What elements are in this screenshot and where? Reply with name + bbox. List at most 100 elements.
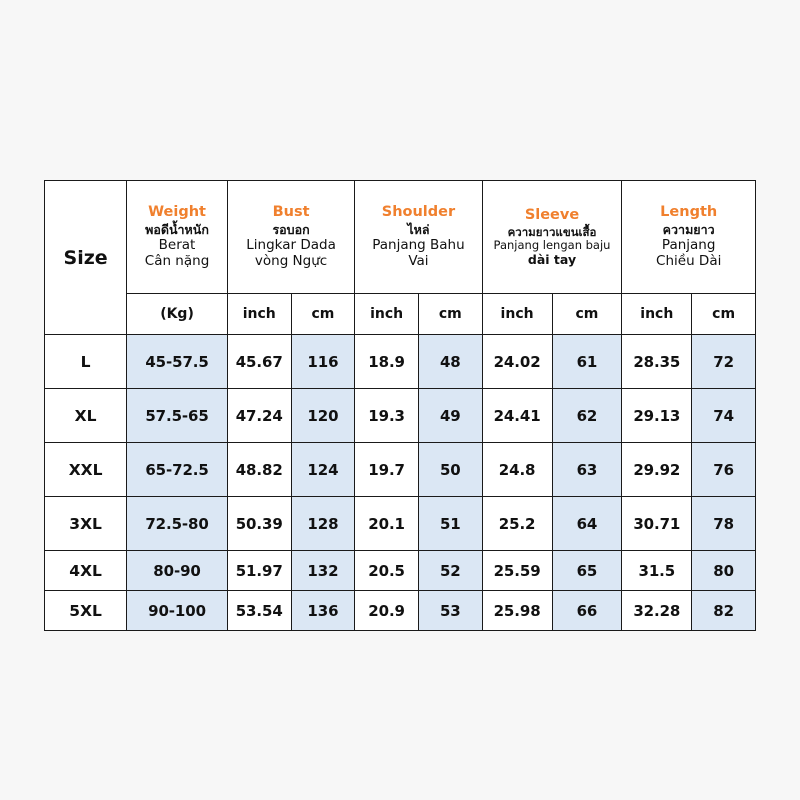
table-row: XL 57.5-65 47.24 120 19.3 49 24.41 62 29.13 74 [43, 388, 756, 443]
header-group-sleeve: Sleeve ความยาวแขนเสื้อ Panjang lengan ba… [481, 180, 623, 294]
cell-sleeve-cm: 66 [551, 590, 623, 631]
cell-bust-cm: 128 [290, 496, 356, 551]
header-weight-th: พอดีน้ำหนัก [145, 222, 209, 238]
cell-size: XL [43, 388, 128, 443]
unit-length-cm: cm [691, 293, 756, 335]
cell-length-inch: 31.5 [621, 550, 693, 591]
cell-weight-kg: 57.5-65 [126, 388, 228, 443]
cell-sleeve-inch: 24.41 [481, 388, 553, 443]
cell-size: 3XL [43, 496, 128, 551]
header-bust-en: Bust [272, 204, 310, 221]
header-sleeve-id: Panjang lengan baju [493, 238, 611, 253]
cell-shoulder-cm: 50 [417, 442, 483, 497]
cell-length-cm: 74 [691, 388, 756, 443]
cell-bust-inch: 45.67 [226, 334, 292, 389]
cell-length-inch: 32.28 [621, 590, 693, 631]
table-row: 4XL 80-90 51.97 132 20.5 52 25.59 65 31.5 80 [43, 550, 756, 591]
unit-sleeve-inch: inch [481, 293, 553, 335]
cell-sleeve-inch: 25.98 [481, 590, 553, 631]
cell-shoulder-inch: 20.5 [354, 550, 419, 591]
cell-size: XXL [43, 442, 128, 497]
cell-shoulder-inch: 20.9 [354, 590, 419, 631]
cell-sleeve-cm: 61 [551, 334, 623, 389]
cell-shoulder-inch: 20.1 [354, 496, 419, 551]
cell-shoulder-inch: 19.7 [354, 442, 419, 497]
header-weight-vi: Cân nặng [144, 252, 210, 269]
cell-bust-cm: 132 [290, 550, 356, 591]
cell-size: 4XL [43, 550, 128, 591]
header-weight-id: Berat [158, 237, 196, 253]
cell-weight-kg: 45-57.5 [126, 334, 228, 389]
header-length-th: ความยาว [662, 222, 715, 238]
cell-weight-kg: 90-100 [126, 590, 228, 631]
cell-length-inch: 30.71 [621, 496, 693, 551]
cell-bust-inch: 48.82 [226, 442, 292, 497]
cell-shoulder-cm: 48 [417, 334, 483, 389]
cell-sleeve-cm: 65 [551, 550, 623, 591]
size-chart-body: L 45-57.5 45.67 116 18.9 48 24.02 61 28.35 72 XL 57… [43, 334, 756, 631]
cell-sleeve-inch: 24.8 [481, 442, 553, 497]
cell-shoulder-cm: 53 [417, 590, 483, 631]
cell-length-cm: 76 [691, 442, 756, 497]
cell-sleeve-cm: 64 [551, 496, 623, 551]
header-bust-vi: vòng Ngực [254, 252, 328, 269]
cell-bust-cm: 120 [290, 388, 356, 443]
cell-size: 5XL [43, 590, 128, 631]
header-sleeve-en: Sleeve [524, 206, 580, 223]
header-sleeve-th: ความยาวแขนเสื้อ [507, 224, 597, 239]
size-chart-table: Size Weight พอดีน้ำหนัก Berat Cân nặng B… [43, 180, 756, 631]
cell-shoulder-cm: 52 [417, 550, 483, 591]
table-row: XXL 65-72.5 48.82 124 19.7 50 24.8 63 29.92 76 [43, 442, 756, 497]
table-row: 3XL 72.5-80 50.39 128 20.1 51 25.2 64 30.71 78 [43, 496, 756, 551]
header-length-en: Length [660, 204, 718, 221]
header-weight-en: Weight [148, 204, 206, 221]
unit-bust-inch: inch [226, 293, 292, 335]
size-chart-container: Size Weight พอดีน้ำหนัก Berat Cân nặng B… [43, 180, 756, 631]
cell-sleeve-inch: 25.59 [481, 550, 553, 591]
cell-shoulder-inch: 19.3 [354, 388, 419, 443]
cell-length-inch: 29.92 [621, 442, 693, 497]
cell-length-cm: 82 [691, 590, 756, 631]
header-bust-id: Lingkar Dada [246, 237, 336, 253]
header-length-id: Panjang [661, 237, 716, 253]
cell-shoulder-cm: 51 [417, 496, 483, 551]
cell-bust-inch: 47.24 [226, 388, 292, 443]
table-row: 5XL 90-100 53.54 136 20.9 53 25.98 66 32.28 82 [43, 590, 756, 631]
header-sleeve-vi: dài tay [527, 251, 577, 267]
unit-length-inch: inch [621, 293, 693, 335]
header-unit-row: (Kg) inch cm inch cm inch cm inch cm [45, 293, 756, 335]
cell-shoulder-cm: 49 [417, 388, 483, 443]
cell-length-inch: 28.35 [621, 334, 693, 389]
header-shoulder-th: ไหล่ [407, 222, 430, 238]
unit-shoulder-inch: inch [354, 293, 419, 335]
unit-shoulder-cm: cm [417, 293, 483, 335]
unit-weight-kg: (Kg) [126, 293, 228, 335]
header-size-cell: Size [43, 180, 128, 335]
cell-length-cm: 80 [691, 550, 756, 591]
cell-sleeve-inch: 24.02 [481, 334, 553, 389]
cell-sleeve-inch: 25.2 [481, 496, 553, 551]
header-group-row: Size Weight พอดีน้ำหนัก Berat Cân nặng B… [43, 180, 756, 335]
unit-sleeve-cm: cm [551, 293, 623, 335]
header-length-vi: Chiều Dài [656, 252, 722, 269]
unit-bust-cm: cm [290, 293, 356, 335]
cell-length-cm: 78 [691, 496, 756, 551]
header-group-shoulder: Shoulder ไหล่ Panjang Bahu Vai [354, 180, 483, 294]
cell-weight-kg: 65-72.5 [126, 442, 228, 497]
cell-bust-cm: 116 [290, 334, 356, 389]
header-shoulder-en: Shoulder [381, 204, 456, 221]
cell-length-cm: 72 [691, 334, 756, 389]
header-group-bust: Bust รอบอก Lingkar Dada vòng Ngực [226, 180, 356, 294]
cell-size: L [43, 334, 128, 389]
cell-bust-cm: 124 [290, 442, 356, 497]
cell-weight-kg: 80-90 [126, 550, 228, 591]
cell-sleeve-cm: 62 [551, 388, 623, 443]
header-group-weight: Weight พอดีน้ำหนัก Berat Cân nặng [126, 180, 228, 294]
cell-shoulder-inch: 18.9 [354, 334, 419, 389]
cell-bust-inch: 51.97 [226, 550, 292, 591]
cell-bust-cm: 136 [290, 590, 356, 631]
header-group-length: Length ความยาว Panjang Chiều Dài [621, 180, 756, 294]
header-shoulder-vi: Vai [408, 252, 429, 269]
table-row: L 45-57.5 45.67 116 18.9 48 24.02 61 28.35 72 [43, 334, 756, 389]
cell-bust-inch: 53.54 [226, 590, 292, 631]
